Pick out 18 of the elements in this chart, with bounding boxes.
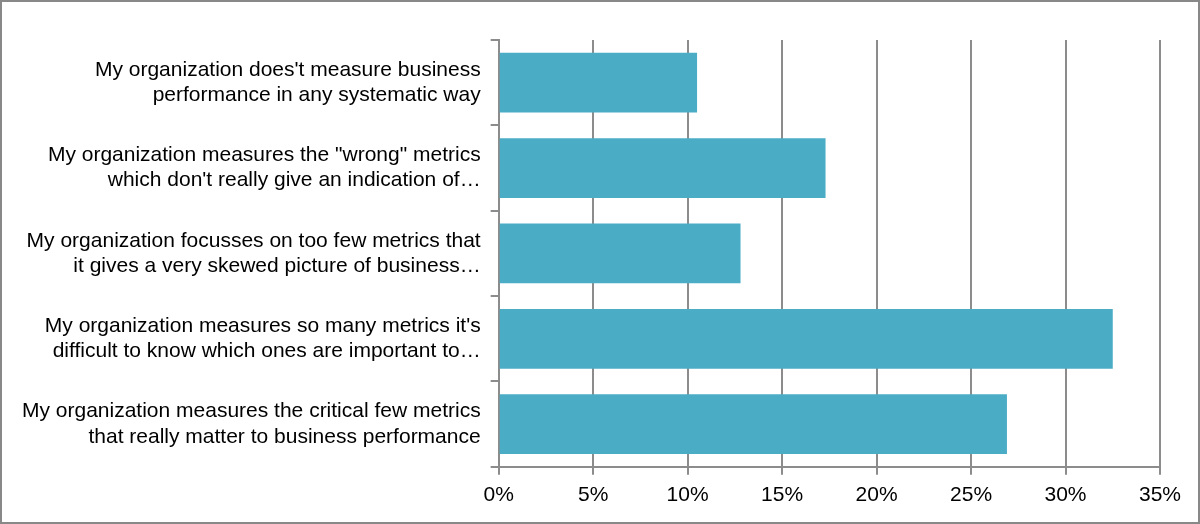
- y-tick-label: My organization focusses on too few metrics that it gives a very skewed picture of business…: [26, 227, 481, 276]
- bar: [499, 52, 698, 113]
- y-tick-label: My organization measures the "wrong" metrics which don't really give an indication of…: [47, 142, 481, 191]
- bar: [499, 138, 826, 198]
- x-tick-label: 0%: [483, 482, 514, 506]
- y-tick-label: My organization does't measure business performance in any systematic way: [94, 56, 482, 106]
- bar: [499, 223, 741, 284]
- x-tick-label: 10%: [666, 482, 709, 506]
- y-tick-label: My organization measures so many metrics it's difficult to know which ones are important to…: [44, 312, 481, 362]
- y-tick-label: My organization measures the critical few metrics that really matter to business performance: [21, 398, 481, 447]
- x-tick-label: 20%: [855, 482, 898, 506]
- x-tick-label: 25%: [950, 482, 993, 506]
- x-tick-label: 30%: [1044, 482, 1087, 506]
- x-tick-label: 5%: [577, 482, 609, 506]
- bar: [499, 394, 1007, 454]
- x-tick-label: 15%: [761, 482, 804, 506]
- bar: [499, 308, 1113, 369]
- x-tick-label: 35%: [1138, 482, 1182, 506]
